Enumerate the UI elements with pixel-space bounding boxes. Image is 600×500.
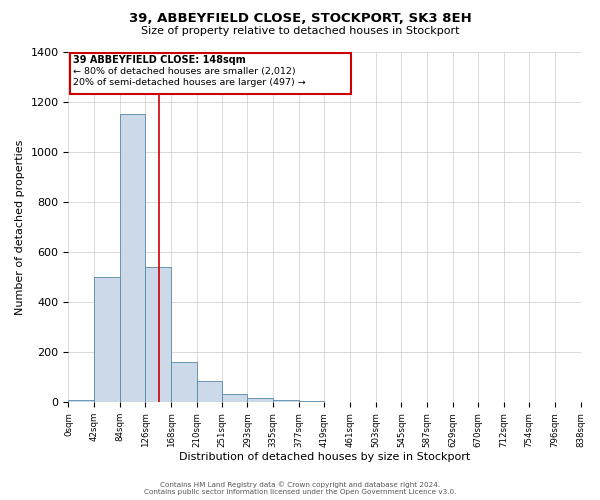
Text: ← 80% of detached houses are smaller (2,012): ← 80% of detached houses are smaller (2,… [73, 66, 296, 76]
Bar [145, 267, 171, 402]
Bar [299, 401, 325, 402]
Bar [171, 362, 197, 403]
Bar [273, 400, 299, 402]
Bar [197, 381, 222, 402]
Text: Contains public sector information licensed under the Open Government Licence v3: Contains public sector information licen… [144, 489, 456, 495]
Bar [247, 398, 273, 402]
Bar [68, 400, 94, 402]
Bar [120, 114, 145, 403]
Text: Contains HM Land Registry data © Crown copyright and database right 2024.: Contains HM Land Registry data © Crown c… [160, 481, 440, 488]
Bar [222, 394, 247, 402]
Text: Size of property relative to detached houses in Stockport: Size of property relative to detached ho… [141, 26, 459, 36]
Text: 39, ABBEYFIELD CLOSE, STOCKPORT, SK3 8EH: 39, ABBEYFIELD CLOSE, STOCKPORT, SK3 8EH [128, 12, 472, 26]
Bar [70, 53, 351, 94]
Text: 20% of semi-detached houses are larger (497) →: 20% of semi-detached houses are larger (… [73, 78, 306, 88]
Text: 39 ABBEYFIELD CLOSE: 148sqm: 39 ABBEYFIELD CLOSE: 148sqm [73, 55, 246, 65]
Y-axis label: Number of detached properties: Number of detached properties [15, 139, 25, 314]
X-axis label: Distribution of detached houses by size in Stockport: Distribution of detached houses by size … [179, 452, 470, 462]
Bar [94, 277, 120, 402]
